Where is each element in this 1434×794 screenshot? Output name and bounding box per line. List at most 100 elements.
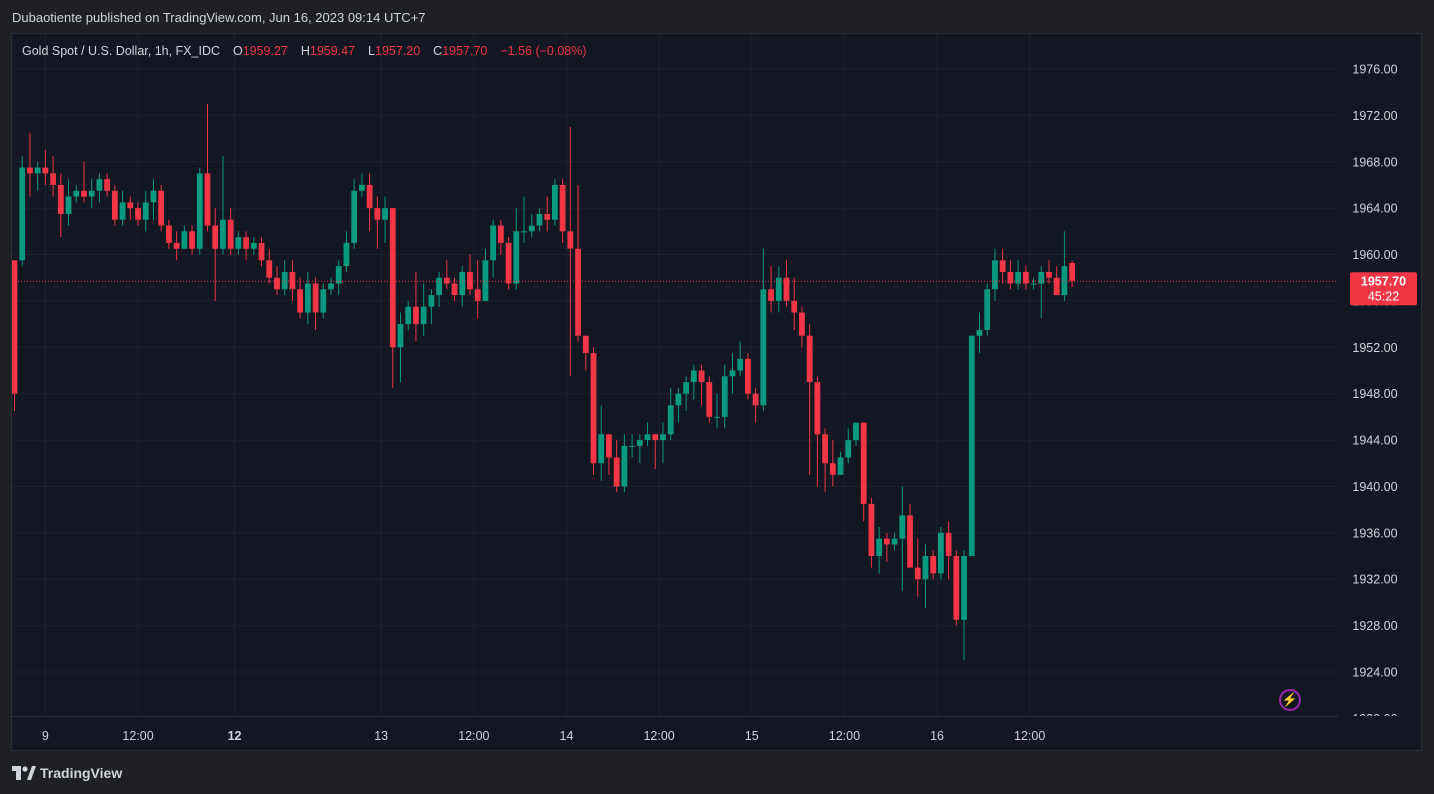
candle-down[interactable]	[914, 567, 921, 580]
candle-up[interactable]	[405, 306, 412, 325]
candle-up[interactable]	[1030, 283, 1037, 285]
candle-down[interactable]	[50, 173, 56, 185]
candle-up[interactable]	[304, 283, 311, 313]
candle-down[interactable]	[312, 283, 319, 313]
candle-up[interactable]	[845, 440, 852, 458]
candle-up[interactable]	[660, 434, 666, 441]
candle-up[interactable]	[598, 434, 605, 464]
chart-frame[interactable]: 1976.001972.001968.001964.001960.001956.…	[11, 33, 1422, 751]
candle-up[interactable]	[1015, 271, 1021, 284]
candle-up[interactable]	[737, 358, 744, 371]
candle-up[interactable]	[73, 190, 80, 197]
candle-down[interactable]	[173, 242, 180, 249]
candle-down[interactable]	[544, 213, 551, 220]
candle-down[interactable]	[443, 277, 450, 284]
candle-up[interactable]	[181, 231, 188, 249]
candle-up[interactable]	[690, 370, 697, 383]
candle-down[interactable]	[258, 242, 265, 261]
candle-down[interactable]	[745, 358, 751, 394]
candle-down[interactable]	[467, 271, 473, 290]
candle-down[interactable]	[613, 457, 620, 487]
candle-down[interactable]	[12, 260, 18, 394]
candle-down[interactable]	[127, 202, 134, 209]
candle-up[interactable]	[922, 556, 929, 580]
candle-down[interactable]	[158, 190, 165, 226]
candle-down[interactable]	[822, 434, 828, 464]
candle-up[interactable]	[629, 445, 635, 447]
candle-up[interactable]	[938, 532, 944, 574]
candle-up[interactable]	[420, 306, 427, 325]
candle-down[interactable]	[27, 167, 33, 174]
candle-down[interactable]	[953, 556, 960, 620]
candle-down[interactable]	[590, 353, 597, 464]
candle-up[interactable]	[721, 376, 728, 417]
candle-down[interactable]	[907, 515, 913, 568]
symbol-label[interactable]: Gold Spot / U.S. Dollar, 1h, FX_IDC	[22, 44, 220, 58]
candle-up[interactable]	[196, 173, 203, 249]
candle-down[interactable]	[474, 289, 481, 301]
candle-up[interactable]	[853, 422, 859, 441]
candle-down[interactable]	[374, 208, 381, 220]
candle-up[interactable]	[150, 190, 157, 203]
candle-up[interactable]	[675, 393, 682, 406]
candle-up[interactable]	[976, 329, 983, 336]
candle-up[interactable]	[891, 538, 898, 545]
candle-up[interactable]	[984, 289, 991, 330]
candle-down[interactable]	[806, 335, 813, 383]
candle-up[interactable]	[621, 445, 628, 487]
candle-down[interactable]	[799, 312, 805, 336]
footer-brand[interactable]: TradingView	[12, 765, 122, 781]
candle-up[interactable]	[683, 382, 690, 394]
candle-down[interactable]	[860, 422, 867, 504]
candle-down[interactable]	[212, 225, 219, 249]
candle-down[interactable]	[868, 503, 875, 557]
lightning-icon[interactable]: ⚡	[1279, 689, 1301, 711]
candle-down[interactable]	[135, 208, 141, 220]
candle-down[interactable]	[413, 306, 419, 325]
candle-up[interactable]	[397, 324, 404, 348]
candle-down[interactable]	[227, 219, 234, 249]
candle-down[interactable]	[559, 184, 566, 232]
candle-up[interactable]	[436, 277, 442, 296]
candle-down[interactable]	[698, 370, 705, 383]
candle-down[interactable]	[575, 248, 581, 336]
candle-down[interactable]	[1069, 263, 1076, 282]
candle-up[interactable]	[119, 202, 126, 220]
candle-down[interactable]	[497, 225, 504, 243]
candle-up[interactable]	[34, 167, 41, 174]
candle-up[interactable]	[320, 289, 327, 313]
candle-up[interactable]	[142, 202, 149, 220]
candle-down[interactable]	[42, 167, 49, 174]
candle-up[interactable]	[359, 184, 365, 191]
candle-up[interactable]	[335, 266, 342, 284]
candle-down[interactable]	[1022, 271, 1029, 284]
candle-down[interactable]	[111, 190, 118, 220]
candle-up[interactable]	[459, 271, 466, 296]
candle-up[interactable]	[1038, 271, 1045, 284]
candle-down[interactable]	[366, 184, 373, 209]
candle-up[interactable]	[729, 370, 736, 377]
candle-down[interactable]	[266, 260, 273, 278]
candle-up[interactable]	[250, 242, 257, 249]
candle-down[interactable]	[883, 538, 890, 545]
candle-up[interactable]	[636, 440, 643, 446]
candle-up[interactable]	[521, 231, 527, 233]
candle-down[interactable]	[814, 382, 821, 435]
candle-up[interactable]	[837, 457, 844, 475]
candle-down[interactable]	[57, 184, 64, 214]
candle-down[interactable]	[1007, 271, 1014, 284]
candle-down[interactable]	[289, 271, 296, 290]
candle-up[interactable]	[968, 335, 975, 557]
candle-up[interactable]	[343, 242, 350, 267]
candle-up[interactable]	[760, 289, 767, 406]
candle-down[interactable]	[1046, 271, 1052, 278]
candle-down[interactable]	[791, 300, 798, 313]
candle-down[interactable]	[451, 283, 458, 296]
candle-up[interactable]	[490, 225, 497, 261]
candle-up[interactable]	[235, 237, 242, 249]
candle-up[interactable]	[536, 213, 543, 226]
candle-up[interactable]	[96, 179, 103, 191]
candle-up[interactable]	[428, 295, 435, 307]
candle-up[interactable]	[667, 405, 674, 435]
candle-down[interactable]	[297, 289, 304, 313]
